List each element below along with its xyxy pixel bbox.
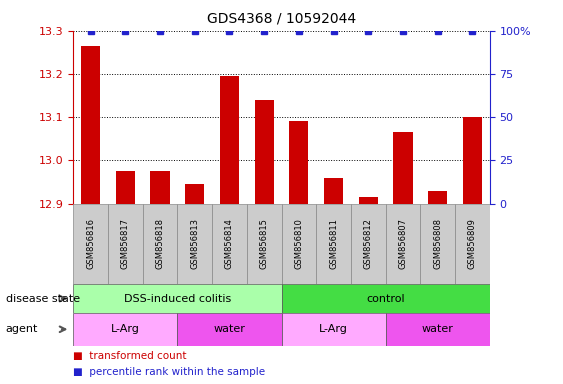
Bar bbox=[254, 100, 274, 204]
Bar bbox=[73, 204, 108, 284]
Text: disease state: disease state bbox=[6, 293, 80, 304]
Text: GSM856812: GSM856812 bbox=[364, 218, 373, 269]
Bar bbox=[463, 117, 482, 204]
Bar bbox=[116, 171, 135, 204]
Text: L-Arg: L-Arg bbox=[319, 324, 348, 334]
Text: water: water bbox=[422, 324, 454, 334]
Text: GSM856810: GSM856810 bbox=[294, 218, 303, 269]
Bar bbox=[73, 284, 282, 313]
Text: GSM856809: GSM856809 bbox=[468, 218, 477, 269]
Text: GSM856808: GSM856808 bbox=[434, 218, 442, 269]
Bar bbox=[282, 284, 490, 313]
Bar bbox=[289, 121, 309, 204]
Bar bbox=[386, 204, 421, 284]
Bar bbox=[185, 184, 204, 204]
Bar bbox=[324, 178, 343, 204]
Bar bbox=[351, 204, 386, 284]
Bar bbox=[428, 190, 447, 204]
Bar bbox=[282, 204, 316, 284]
Bar bbox=[421, 204, 455, 284]
Bar bbox=[81, 46, 100, 204]
Bar bbox=[142, 204, 177, 284]
Bar bbox=[220, 76, 239, 204]
Bar bbox=[455, 204, 490, 284]
Text: L-Arg: L-Arg bbox=[111, 324, 140, 334]
Bar bbox=[394, 132, 413, 204]
Bar bbox=[359, 197, 378, 204]
Bar bbox=[212, 204, 247, 284]
Bar bbox=[177, 204, 212, 284]
Text: agent: agent bbox=[6, 324, 38, 334]
Bar bbox=[282, 313, 386, 346]
Text: GSM856814: GSM856814 bbox=[225, 218, 234, 269]
Text: GSM856818: GSM856818 bbox=[155, 218, 164, 269]
Bar bbox=[177, 313, 282, 346]
Text: DSS-induced colitis: DSS-induced colitis bbox=[124, 293, 231, 304]
Bar bbox=[247, 204, 282, 284]
Bar bbox=[316, 204, 351, 284]
Text: GSM856816: GSM856816 bbox=[86, 218, 95, 269]
Text: GSM856817: GSM856817 bbox=[121, 218, 129, 269]
Text: GSM856813: GSM856813 bbox=[190, 218, 199, 269]
Text: GSM856815: GSM856815 bbox=[260, 218, 269, 269]
Text: GDS4368 / 10592044: GDS4368 / 10592044 bbox=[207, 12, 356, 25]
Bar bbox=[108, 204, 142, 284]
Text: GSM856807: GSM856807 bbox=[399, 218, 408, 269]
Bar bbox=[150, 171, 169, 204]
Text: water: water bbox=[213, 324, 245, 334]
Text: control: control bbox=[367, 293, 405, 304]
Text: GSM856811: GSM856811 bbox=[329, 218, 338, 269]
Text: ■  transformed count: ■ transformed count bbox=[73, 351, 187, 361]
Text: ■  percentile rank within the sample: ■ percentile rank within the sample bbox=[73, 367, 265, 377]
Bar bbox=[73, 313, 177, 346]
Bar bbox=[386, 313, 490, 346]
